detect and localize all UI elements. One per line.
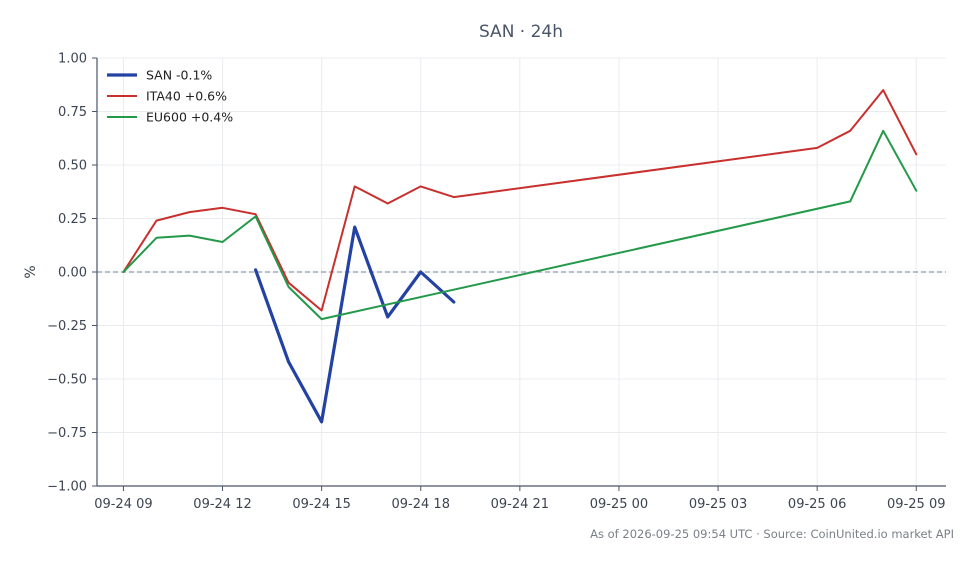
legend: SAN -0.1% ITA40 +0.6% EU600 +0.4% xyxy=(107,68,233,125)
y-tick-label: −0.25 xyxy=(47,319,87,334)
x-tick-label: 09-25 09 xyxy=(887,497,945,512)
x-tick-label: 09-24 12 xyxy=(193,497,251,512)
series-line xyxy=(122,129,918,321)
y-ticks: 1.00 0.75 0.50 0.25 0.00 −0.25 −0.50 −0.75 −1.00 xyxy=(47,52,97,495)
y-tick-label: 0.75 xyxy=(58,105,87,120)
x-ticks: 09-24 09 09-24 12 09-24 15 09-24 18 09-24 21… xyxy=(94,486,945,512)
x-tick-label: 09-25 06 xyxy=(788,497,846,512)
y-axis-label: % xyxy=(23,265,39,278)
x-tick-label: 09-24 21 xyxy=(491,497,549,512)
legend-label: ITA40 +0.6% xyxy=(146,89,227,104)
y-tick-label: 0.25 xyxy=(58,212,87,227)
y-tick-label: 0.00 xyxy=(58,266,87,281)
x-tick-label: 09-25 03 xyxy=(689,497,747,512)
y-tick-label: 0.50 xyxy=(58,159,87,174)
series-line xyxy=(254,225,456,424)
series-line xyxy=(122,89,918,312)
y-tick-label: −0.50 xyxy=(47,373,87,388)
y-tick-label: −0.75 xyxy=(47,426,87,441)
x-tick-label: 09-24 15 xyxy=(292,497,350,512)
footer-source: As of 2026-09-25 09:54 UTC · Source: Coi… xyxy=(590,527,954,541)
chart-title: SAN · 24h xyxy=(479,22,563,42)
x-tick-label: 09-24 18 xyxy=(392,497,450,512)
x-tick-label: 09-25 00 xyxy=(590,497,648,512)
x-tick-label: 09-24 09 xyxy=(94,497,152,512)
legend-label: SAN -0.1% xyxy=(146,68,212,83)
series-group xyxy=(122,89,918,424)
y-tick-label: 1.00 xyxy=(58,52,87,67)
legend-label: EU600 +0.4% xyxy=(146,110,233,125)
y-tick-label: −1.00 xyxy=(47,480,87,495)
